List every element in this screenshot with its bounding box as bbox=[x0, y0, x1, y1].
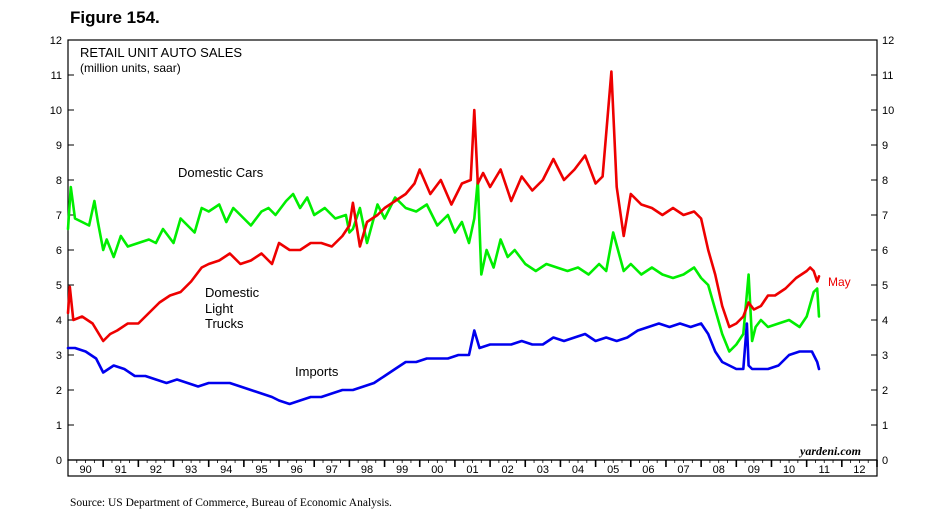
y-tick-label-right: 12 bbox=[882, 35, 894, 47]
x-tick-label: 12 bbox=[853, 464, 865, 476]
x-tick-label: 97 bbox=[326, 464, 338, 476]
y-tick-label-left: 12 bbox=[50, 35, 62, 47]
x-tick-label: 92 bbox=[150, 464, 162, 476]
watermark: yardeni.com bbox=[798, 444, 861, 458]
x-tick-label: 08 bbox=[713, 464, 725, 476]
y-tick-label-left: 7 bbox=[56, 210, 62, 222]
x-tick-label: 00 bbox=[431, 464, 443, 476]
x-tick-label: 90 bbox=[79, 464, 91, 476]
y-tick-label-right: 9 bbox=[882, 140, 888, 152]
x-tick-label: 99 bbox=[396, 464, 408, 476]
y-tick-label-right: 7 bbox=[882, 210, 888, 222]
source-note: Source: US Department of Commerce, Burea… bbox=[70, 497, 392, 509]
chart-title: RETAIL UNIT AUTO SALES bbox=[80, 45, 242, 60]
plot-border bbox=[67, 39, 878, 461]
y-tick-label-right: 8 bbox=[882, 175, 888, 187]
x-tick-label: 07 bbox=[677, 464, 689, 476]
x-tick-label: 95 bbox=[255, 464, 267, 476]
x-tick-label: 94 bbox=[220, 464, 232, 476]
series-lines bbox=[66, 70, 821, 406]
x-tick-label: 03 bbox=[537, 464, 549, 476]
y-tick-label-right: 6 bbox=[882, 245, 888, 257]
label-light-trucks-3: Trucks bbox=[205, 316, 244, 331]
series-line-imports bbox=[66, 322, 821, 406]
x-tick-label: 91 bbox=[115, 464, 127, 476]
x-tick-label: 11 bbox=[819, 464, 830, 476]
y-tick-label-left: 3 bbox=[56, 350, 62, 362]
x-tick-label: 06 bbox=[642, 464, 654, 476]
series-line-domestic-cars bbox=[66, 178, 821, 353]
y-tick-label-right: 0 bbox=[882, 455, 888, 467]
y-tick-label-right: 5 bbox=[882, 280, 888, 292]
y-tick-label-right: 4 bbox=[882, 315, 888, 327]
y-tick-label-right: 10 bbox=[882, 105, 894, 117]
y-tick-label-left: 6 bbox=[56, 245, 62, 257]
label-may: May bbox=[828, 275, 851, 289]
figure-label: Figure 154. bbox=[70, 8, 160, 27]
x-tick-label: 10 bbox=[783, 464, 795, 476]
y-tick-label-right: 1 bbox=[882, 420, 888, 432]
label-imports: Imports bbox=[295, 364, 339, 379]
y-tick-label-left: 0 bbox=[56, 455, 62, 467]
y-tick-label-left: 2 bbox=[56, 385, 62, 397]
y-tick-label-left: 10 bbox=[50, 105, 62, 117]
y-tick-label-right: 3 bbox=[882, 350, 888, 362]
x-tick-label: 02 bbox=[502, 464, 514, 476]
x-tick-label: 04 bbox=[572, 464, 584, 476]
y-tick-label-right: 11 bbox=[882, 70, 893, 82]
y-tick-label-left: 1 bbox=[56, 420, 62, 432]
y-tick-label-left: 9 bbox=[56, 140, 62, 152]
series-line-domestic-light-trucks bbox=[66, 70, 821, 343]
x-tick-label: 98 bbox=[361, 464, 373, 476]
y-tick-label-left: 4 bbox=[56, 315, 62, 327]
y-tick-label-left: 8 bbox=[56, 175, 62, 187]
x-tick-label: 01 bbox=[466, 464, 478, 476]
x-tick-label: 96 bbox=[291, 464, 303, 476]
label-domestic-cars: Domestic Cars bbox=[178, 165, 264, 180]
y-tick-label-right: 2 bbox=[882, 385, 888, 397]
chart-frame bbox=[67, 39, 878, 477]
y-tick-label-left: 5 bbox=[56, 280, 62, 292]
chart-subtitle: (million units, saar) bbox=[80, 61, 181, 75]
x-tick-label: 09 bbox=[748, 464, 760, 476]
x-tick-label: 93 bbox=[185, 464, 197, 476]
label-light-trucks-2: Light bbox=[205, 301, 234, 316]
label-light-trucks-1: Domestic bbox=[205, 285, 260, 300]
y-tick-label-left: 11 bbox=[51, 70, 62, 82]
x-tick-label: 05 bbox=[607, 464, 619, 476]
